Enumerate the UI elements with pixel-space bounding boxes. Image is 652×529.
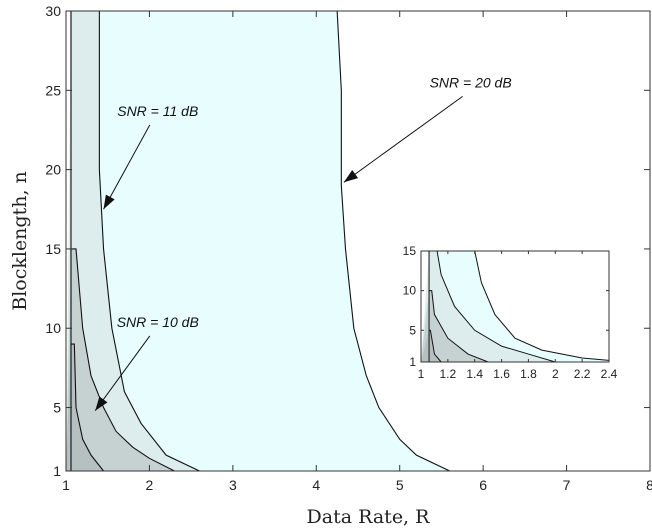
- x-tick-label: 7: [563, 477, 571, 493]
- inset-x-tick-label: 1.6: [493, 367, 510, 381]
- inset-y-tick-label: 5: [409, 323, 416, 337]
- x-axis-label: Data Rate, R: [307, 506, 431, 528]
- annotation-arrow-line: [94, 335, 151, 412]
- inset-axes-frame: [420, 250, 610, 363]
- x-tick-label: 4: [312, 477, 320, 493]
- inset-x-tick-label: 1.8: [520, 367, 537, 381]
- annotation-arrow-head: [343, 170, 359, 183]
- annotation-label: SNR = 20 dB: [430, 74, 512, 90]
- y-tick-label: 1: [53, 463, 61, 479]
- y-axis-label: Blocklength, n: [9, 171, 31, 311]
- region-fill-0: [66, 11, 450, 471]
- inset-region-fill-2: [421, 290, 489, 362]
- x-tick-label: 1: [62, 477, 70, 493]
- inset-y-tick-label: 10: [403, 284, 417, 298]
- inset-x-tick-label: 1: [418, 367, 425, 381]
- inset-y-tick-label: 15: [403, 244, 417, 258]
- inset-x-tick-label: 2.4: [601, 367, 618, 381]
- y-tick-label: 25: [45, 82, 61, 98]
- region-fill-2: [66, 248, 175, 471]
- y-tick-label: 10: [45, 320, 61, 336]
- x-tick-label: 3: [229, 477, 237, 493]
- y-tick-label: 30: [45, 3, 61, 19]
- annotation-label: SNR = 11 dB: [117, 103, 198, 119]
- y-tick-label: 5: [53, 400, 61, 416]
- y-tick-label: 15: [45, 241, 61, 257]
- inset-x-tick-label: 2.2: [574, 367, 591, 381]
- annotation-arrow-head: [95, 396, 108, 411]
- inset-region-boundary-3: [428, 329, 442, 363]
- annotation-arrow-line: [343, 95, 463, 183]
- axes-frame: [65, 10, 651, 472]
- x-tick-label: 2: [146, 477, 154, 493]
- x-tick-label: 8: [646, 477, 652, 493]
- annotation-arrow-head: [103, 194, 115, 210]
- inset-x-tick-label: 1.4: [466, 367, 483, 381]
- inset-region-fill-3: [421, 330, 442, 362]
- inset-x-tick-label: 2: [552, 367, 559, 381]
- annotation-arrow-line: [103, 124, 151, 210]
- annotation-label: SNR = 10 dB: [117, 314, 199, 330]
- inset-x-tick-label: 1.2: [440, 367, 457, 381]
- x-tick-label: 6: [479, 477, 487, 493]
- y-tick-label: 20: [45, 162, 61, 178]
- inset-region-fill-1: [421, 251, 556, 362]
- region-fill-3: [66, 344, 104, 471]
- x-tick-label: 5: [396, 477, 404, 493]
- inset-y-tick-label: 1: [409, 355, 416, 369]
